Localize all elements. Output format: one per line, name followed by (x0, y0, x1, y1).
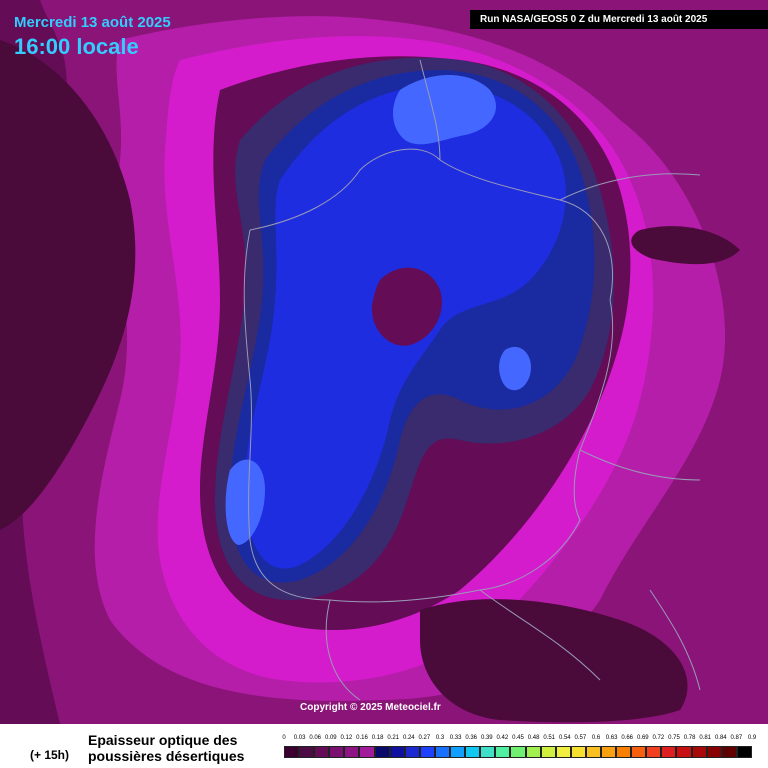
legend-tick-label: 0.9 (747, 735, 757, 741)
legend-tick-label: 0.27 (418, 735, 431, 741)
color-swatch (374, 746, 390, 758)
legend-tick-label: 0 (282, 735, 286, 741)
dust-field-deep-west (0, 40, 136, 530)
color-swatch (661, 746, 677, 758)
forecast-time: 16:00 locale (14, 34, 139, 59)
color-swatch (419, 746, 435, 758)
dust-field-deep-south (420, 599, 688, 723)
legend-tick-label: 0.33 (449, 735, 462, 741)
legend-title-line2: poussières désertiques (88, 748, 245, 764)
color-swatch (495, 746, 511, 758)
dust-field-lightblue-west (225, 459, 265, 545)
dust-optical-depth-map (0, 0, 768, 724)
legend-tick-label: 0.09 (324, 735, 337, 741)
legend-tick-label: 0.84 (714, 735, 727, 741)
legend-tick-label: 0.75 (668, 735, 680, 741)
legend-tick-label: 0.51 (543, 735, 556, 741)
color-swatch (600, 746, 617, 758)
legend-tick-label: 0.69 (636, 735, 649, 741)
legend-tick-label: 0.57 (574, 735, 587, 741)
color-swatch (616, 746, 632, 758)
map-area: Mercredi 13 août 2025 16:00 locale Run N… (0, 0, 768, 724)
legend-tick-label: 0.42 (496, 735, 509, 741)
dust-field-lightblue-east (499, 346, 531, 391)
legend-tick-label: 0.39 (480, 735, 493, 741)
legend-tick-label: 0.18 (371, 735, 384, 741)
legend-tick-label: 0.36 (465, 735, 478, 741)
color-swatch (510, 746, 526, 758)
color-swatch (676, 746, 692, 758)
legend-tick-label: 0.81 (699, 735, 712, 741)
legend-tick-label: 0.78 (683, 735, 696, 741)
legend-tick-label: 0.72 (652, 735, 665, 741)
color-swatch (646, 746, 662, 758)
color-swatch (480, 746, 496, 758)
color-swatch (631, 746, 647, 758)
color-swatch (585, 746, 601, 758)
color-swatch (706, 746, 722, 758)
color-swatch (570, 746, 586, 758)
color-swatch (721, 746, 737, 758)
legend-tick-label: 0.3 (435, 735, 445, 741)
color-swatch (359, 746, 375, 758)
legend-title-line1: Epaisseur optique des (88, 732, 238, 748)
forecast-date: Mercredi 13 août 2025 (14, 14, 171, 31)
legend-tick-label: 0.63 (605, 735, 618, 741)
legend-tick-label: 0.21 (387, 735, 400, 741)
color-swatch (434, 746, 451, 758)
color-swatch (404, 746, 420, 758)
dust-field-lightblue-north (393, 75, 496, 145)
legend-tick-label: 0.16 (356, 735, 368, 741)
color-swatch (314, 746, 330, 758)
legend-tick-label: 0.06 (309, 735, 322, 741)
legend-tick-label: 0.45 (512, 735, 524, 741)
color-swatch (540, 746, 556, 758)
legend-tick-label: 0.6 (591, 735, 601, 741)
legend-tick-label: 0.03 (293, 735, 306, 741)
color-swatch (284, 746, 300, 758)
color-swatch (329, 746, 345, 758)
color-swatch (389, 746, 405, 758)
dust-field-dark-pocket (371, 267, 442, 346)
model-run-label: Run NASA/GEOS5 0 Z du Mercredi 13 août 2… (470, 10, 768, 29)
legend-tick-label: 0.12 (340, 735, 353, 741)
color-swatch (555, 746, 571, 758)
legend-tick-label: 0.54 (558, 735, 571, 741)
color-swatch (525, 746, 541, 758)
legend-footer: (+ 15h) Epaisseur optique des poussières… (0, 724, 768, 768)
color-swatch (299, 746, 315, 758)
color-scale (284, 746, 752, 758)
legend-tick-label: 0.87 (730, 735, 743, 741)
country-borders (243, 59, 701, 701)
lead-time-label: (+ 15h) (30, 748, 70, 762)
legend-tick-label: 0.24 (402, 735, 415, 741)
color-swatch (736, 746, 752, 758)
dust-field-deep-northeast (631, 226, 740, 265)
legend-tick-label: 0.48 (527, 735, 540, 741)
legend-tick-label: 0.66 (621, 735, 634, 741)
legend-tick-labels: 0 0.03 0.06 0.09 0.12 0.16 0.18 0.21 0.24 0.27 0.3… (282, 735, 762, 745)
color-swatch (450, 746, 466, 758)
color-swatch (465, 746, 481, 758)
color-swatch (344, 746, 360, 758)
copyright-notice: Copyright © 2025 Meteociel.fr (300, 702, 441, 713)
color-swatch (691, 746, 707, 758)
